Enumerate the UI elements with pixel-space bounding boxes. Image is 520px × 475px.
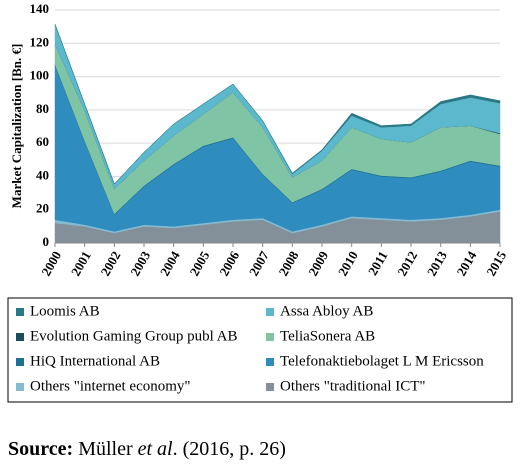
y-tick-label: 80 [36, 101, 49, 116]
legend-label: Others "internet economy" [30, 378, 191, 394]
x-tick-label: 2013 [424, 248, 450, 278]
y-axis-label: Market Capitalization [Bn. €] [9, 44, 24, 209]
x-tick-label: 2006 [216, 248, 242, 278]
legend-label: HiQ International AB [30, 353, 160, 369]
legend-swatch [16, 358, 24, 366]
chart: Market Capitalization [Bn. €] 0 20 40 60 80 1… [7, 1, 513, 403]
legend-swatch [266, 383, 274, 391]
legend-swatch [16, 308, 24, 316]
legend-label: Others "traditional ICT" [280, 378, 426, 394]
y-tick-label: 40 [36, 167, 49, 182]
x-tick-label: 2011 [365, 248, 391, 277]
x-tick-label: 2001 [68, 248, 94, 278]
y-tick-label: 60 [36, 134, 49, 149]
x-tick-label: 2002 [98, 248, 124, 278]
x-tick-label: 2004 [157, 248, 183, 278]
x-tick-label: 2015 [483, 248, 509, 278]
legend-swatch [266, 308, 274, 316]
x-tick-label: 2012 [394, 248, 420, 278]
legend-box [7, 297, 513, 403]
legend-label: TeliaSonera AB [280, 328, 375, 344]
x-tick-label: 2003 [127, 248, 153, 278]
legend-label: Telefonaktiebolaget L M Ericsson [280, 353, 484, 369]
x-tick-label: 2007 [246, 248, 272, 278]
area [54, 24, 501, 185]
legend-swatch [266, 358, 274, 366]
x-tick-label: 2009 [305, 248, 331, 278]
legend-swatch [16, 333, 24, 341]
x-tick-label: 2000 [38, 248, 64, 278]
y-tick-label: 100 [30, 68, 50, 83]
legend-label: Loomis AB [30, 303, 100, 319]
x-tick-label: 2005 [187, 248, 213, 278]
x-tick-label: 2014 [454, 248, 480, 278]
y-tick-label: 20 [36, 201, 49, 216]
y-tick-label: 0 [43, 234, 50, 249]
source: Source: Müller et al. (2016, p. 26) [8, 438, 286, 461]
legend-label: Assa Abloy AB [280, 303, 373, 319]
source-label: Source: [8, 438, 74, 460]
y-tick-label: 120 [30, 34, 50, 49]
y-tick-label: 140 [30, 1, 50, 16]
source-etal: et al [137, 438, 173, 460]
legend-label: Evolution Gaming Group publ AB [30, 328, 238, 344]
x-tick-label: 2008 [276, 248, 302, 278]
x-tick-label: 2010 [335, 248, 361, 278]
source-rest: . (2016, p. 26) [172, 438, 286, 460]
legend-swatch [16, 383, 24, 391]
source-author: Müller [73, 438, 138, 460]
legend-swatch [266, 333, 274, 341]
